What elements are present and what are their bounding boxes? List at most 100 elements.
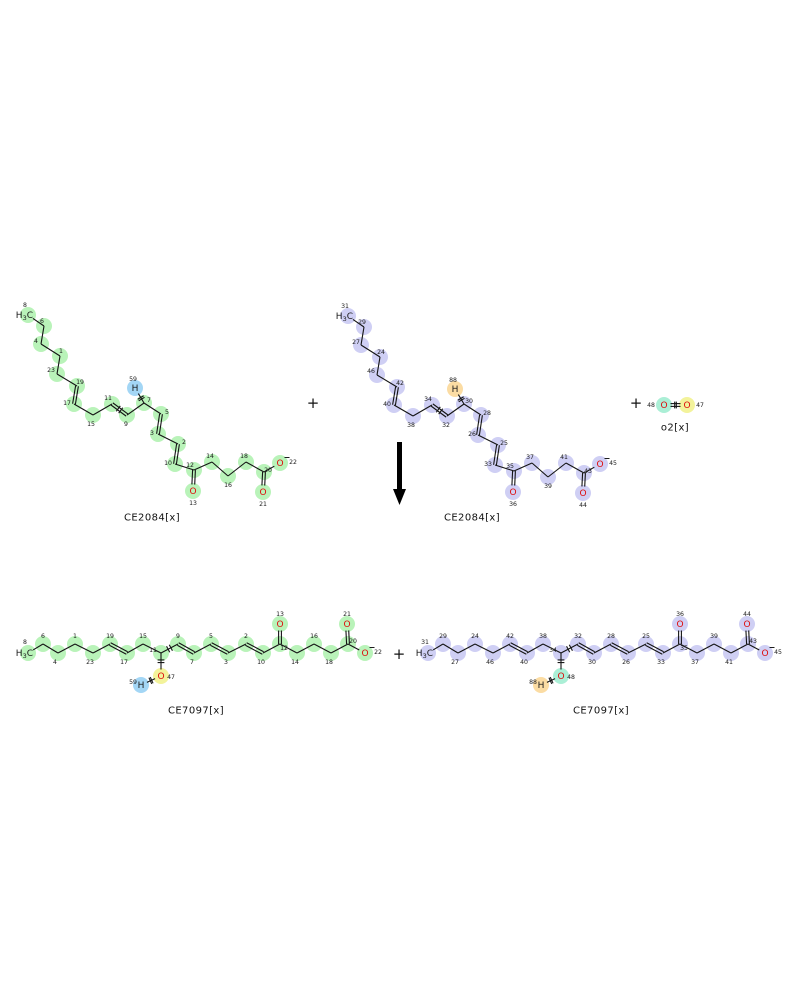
atom-symbol-47: O: [683, 401, 690, 411]
atom-map-number-13: 13: [189, 500, 197, 507]
atom-highlight-36: [672, 616, 688, 632]
atom-map-number-45: 45: [774, 649, 782, 656]
bond-20-21: [345, 630, 350, 645]
bond-7-5: [193, 643, 212, 654]
reaction-arrow-icon: [393, 442, 406, 505]
atom-map-number-46: 46: [367, 368, 375, 375]
bond-17-15: [73, 403, 94, 416]
bond-32-30: [446, 403, 465, 417]
bond-3-2: [157, 433, 179, 445]
atom-map-number-27: 27: [451, 659, 459, 666]
atom-highlight-47: [153, 668, 169, 684]
atom-symbol-13: O: [276, 620, 283, 630]
atom-map-number-36: 36: [676, 611, 684, 618]
bond-32-30: [577, 642, 595, 655]
bond-14-16: [296, 643, 315, 654]
molecule-reactant-1: H3C 8 6 4 1 23 19 17 15 11 9 7 H59 5 3 2 10 12 O 13 14 16 18 20…: [16, 302, 297, 508]
atom-map-number-4: 4: [34, 338, 38, 345]
bond-30-88: [457, 394, 465, 405]
atom-map-number-14: 14: [291, 659, 299, 666]
molecule-label-reactant-1: CE2084[x]: [123, 512, 181, 524]
atom-map-number-8: 8: [23, 302, 27, 309]
bond-30-28: [463, 403, 482, 416]
bond-43-44: [581, 472, 586, 487]
atom-map-number-33: 33: [484, 461, 492, 468]
atom-highlight-8: [20, 645, 36, 661]
bond-38-34: [542, 643, 562, 654]
atom-map-number-88: 88: [449, 377, 457, 384]
atom-highlight-88: [533, 677, 549, 693]
atom-map-number-33: 33: [657, 659, 665, 666]
atom-map-number-17: 17: [120, 659, 128, 666]
bond-24-46: [474, 643, 494, 654]
atom-symbol-45: O: [596, 460, 603, 470]
atom-map-number-11: 11: [149, 647, 157, 654]
bond-7-5: [143, 402, 162, 415]
atom-map-number-9: 9: [176, 633, 180, 640]
molecule-label-reactant-2: CE2084[x]: [443, 512, 501, 524]
bond-15-11: [92, 403, 113, 416]
bond-9-7: [177, 642, 195, 655]
bond-23-19: [92, 643, 111, 654]
atom-map-number-44: 44: [579, 502, 587, 509]
atom-symbol-36: O: [676, 620, 683, 630]
atom-map-number-29: 29: [358, 319, 366, 326]
atom-map-number-2: 2: [244, 633, 248, 640]
atom-map-number-59: 59: [129, 679, 137, 686]
atom-map-number-30: 30: [588, 659, 596, 666]
atom-map-number-36: 36: [509, 501, 517, 508]
atom-map-number-14: 14: [206, 453, 214, 460]
atom-map-number-34: 34: [424, 396, 432, 403]
atom-highlight-8: [20, 307, 36, 323]
atom-map-number-40: 40: [383, 401, 391, 408]
bond-41-43: [730, 643, 749, 654]
atom-map-number-31: 31: [421, 639, 429, 646]
molecule-reactant-2: H3C 31 29 27 24 46 42 40 38 34 32 30 H88 28 26 25 33 35 O 3…: [336, 303, 617, 509]
bond-5-3: [156, 413, 163, 435]
atom-map-number-24: 24: [471, 633, 479, 640]
molecule-label-product-1: CE7097[x]: [167, 705, 225, 717]
atom-map-number-35: 35: [680, 645, 688, 652]
bond-37-39: [531, 462, 549, 478]
plus-operator-3: +: [392, 645, 406, 663]
bond-9-7: [126, 402, 145, 416]
bond-39-41: [713, 643, 732, 654]
atom-map-number-88: 88: [529, 679, 537, 686]
bond-12-13: [278, 630, 282, 644]
atom-symbol-8: H3C: [16, 311, 33, 322]
bond-37-39: [696, 643, 715, 654]
atom-highlight-22: [357, 645, 373, 661]
atom-map-number-24: 24: [377, 349, 385, 356]
atom-map-number-42: 42: [396, 380, 404, 387]
bond-40-38: [526, 643, 544, 654]
molecule-label-product-2: CE7097[x]: [572, 705, 630, 717]
bond-46-42: [492, 643, 511, 654]
atom-map-number-40: 40: [520, 659, 528, 666]
atom-map-number-27: 27: [352, 339, 360, 346]
atom-symbol-21: O: [259, 488, 266, 498]
bond-14-16: [211, 461, 229, 477]
bond-35-36: [678, 630, 682, 644]
bond-1-23: [56, 355, 61, 375]
bond-46-42: [376, 374, 398, 388]
bond-4-1: [57, 643, 76, 654]
bond-27-24: [360, 344, 381, 358]
bond-20-21: [261, 471, 266, 486]
atom-highlight-48: [656, 397, 672, 413]
atom-map-number-23: 23: [47, 367, 55, 374]
bond-35-37: [679, 643, 698, 654]
atom-map-number-25: 25: [500, 440, 508, 447]
atom-highlight-44: [739, 616, 755, 632]
bond-12-14: [279, 643, 298, 654]
bond-2-10: [245, 642, 264, 655]
bond-42-40: [509, 642, 528, 655]
bond-35-37: [513, 462, 533, 472]
atom-highlight-45: [757, 645, 773, 661]
atom-map-number-21: 21: [259, 501, 267, 508]
atom-highlight-21: [339, 616, 355, 632]
atom-symbol-36: O: [509, 488, 516, 498]
bond-5-3: [210, 642, 229, 655]
bond-25-33: [493, 444, 500, 466]
atom-map-number-4: 4: [53, 659, 57, 666]
